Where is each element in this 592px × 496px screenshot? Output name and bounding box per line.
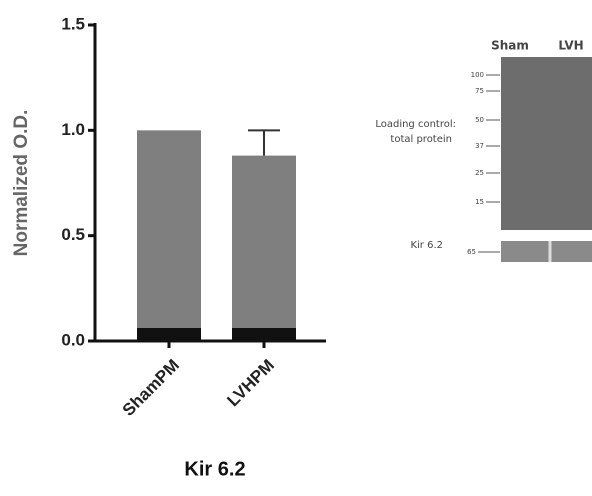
page: {"chart_data": {"type": "bar", "y_label"…: [0, 0, 592, 491]
figure: Normalized O.D. Kir 6.2 Sham LVH Loading…: [0, 0, 592, 491]
lane-label: Sham: [491, 39, 529, 53]
x-tick-label: ShamPM: [119, 356, 183, 420]
marker-label: 75: [475, 87, 484, 95]
y-tick-label: 0.5: [61, 225, 85, 244]
band-label: Kir 6.2: [410, 240, 443, 251]
marker-label: 15: [475, 198, 484, 206]
y-axis-label: Normalized O.D.: [11, 110, 32, 257]
bar: [232, 156, 296, 341]
x-tick-label: LVHPM: [223, 356, 278, 411]
bar: [137, 130, 201, 341]
marker-label: 25: [475, 169, 484, 177]
y-tick-label: 1.0: [61, 120, 85, 139]
blot-membrane: [501, 57, 592, 230]
y-tick-label: 0.0: [61, 330, 85, 349]
marker-label: 100: [471, 71, 484, 79]
loading-label: Loading control:: [375, 119, 456, 130]
bar-base: [137, 328, 201, 341]
lane-label: LVH: [558, 39, 583, 53]
x-axis-label: Kir 6.2: [184, 458, 245, 480]
loading-label: total protein: [390, 134, 452, 145]
blot-band-strip: [501, 241, 592, 262]
marker-label: 37: [475, 142, 484, 150]
y-tick-label: 1.5: [61, 14, 85, 33]
bar-base: [232, 328, 296, 341]
band-marker: 65: [467, 248, 476, 256]
marker-label: 50: [475, 116, 484, 124]
